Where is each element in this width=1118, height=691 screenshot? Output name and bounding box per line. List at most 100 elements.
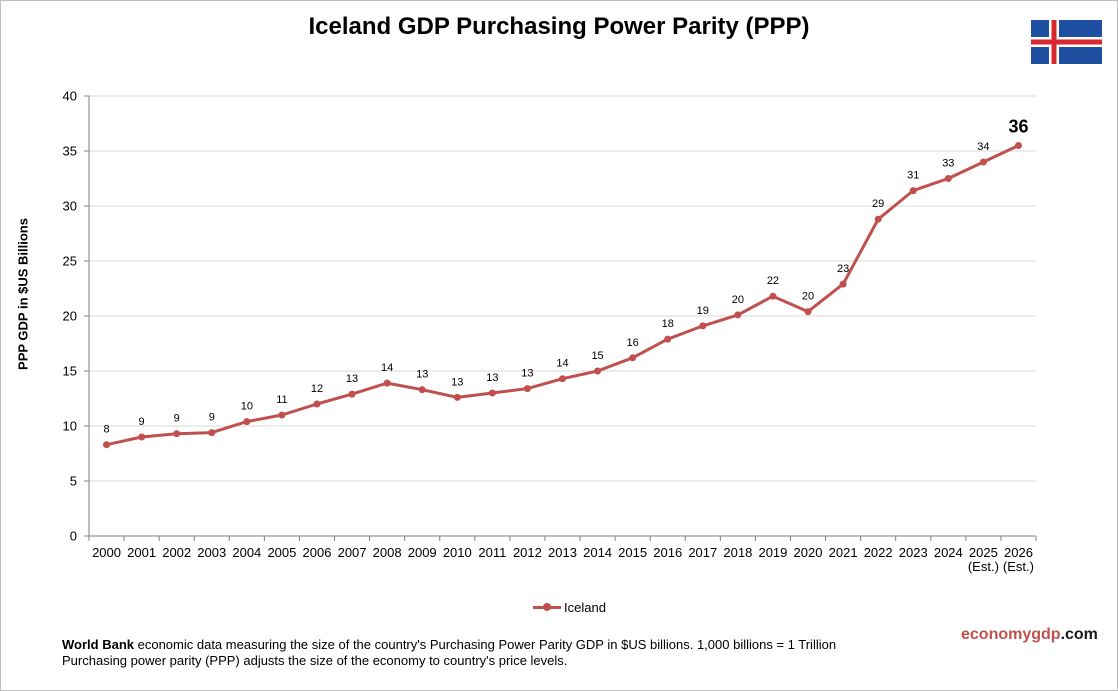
data-point	[138, 433, 146, 441]
data-point	[103, 441, 111, 449]
data-point	[979, 158, 987, 166]
data-label: 14	[556, 358, 568, 370]
x-tick-label: 2011	[478, 545, 506, 560]
data-point	[278, 411, 286, 419]
y-tick-label: 15	[63, 364, 77, 379]
data-label: 15	[591, 350, 603, 362]
data-label: 16	[627, 337, 639, 349]
x-tick-label: 2022	[864, 545, 893, 560]
data-point	[383, 379, 391, 387]
data-point	[523, 385, 531, 393]
x-tick-label: 2018	[723, 545, 752, 560]
footer-line-2: Purchasing power parity (PPP) adjusts th…	[62, 653, 568, 668]
data-label: 13	[486, 372, 498, 384]
y-tick-label: 10	[63, 419, 77, 434]
chart-title: Iceland GDP Purchasing Power Parity (PPP…	[308, 13, 810, 40]
data-label: 20	[732, 294, 744, 306]
x-tick-label: 2025	[969, 545, 998, 560]
x-tick-label: 2023	[899, 545, 928, 560]
x-tick-label: 2013	[548, 545, 577, 560]
x-tick-label: 2008	[373, 545, 402, 560]
x-tick-label: 2009	[408, 545, 437, 560]
data-point	[243, 418, 251, 426]
x-tick-label: 2026	[1004, 545, 1033, 560]
data-point	[664, 335, 672, 343]
data-point	[488, 389, 496, 397]
data-point	[839, 280, 847, 288]
data-label: 34	[977, 141, 989, 153]
data-point	[629, 354, 637, 362]
footer-source: World Bank	[62, 637, 134, 652]
data-point	[348, 390, 356, 398]
legend-label: Iceland	[564, 599, 606, 615]
data-label: 23	[837, 263, 849, 275]
x-tick-label: 2002	[162, 545, 191, 560]
data-label: 9	[174, 413, 180, 425]
footer-line-1: economic data measuring the size of the …	[134, 637, 837, 652]
data-label: 10	[241, 401, 253, 413]
data-point	[944, 175, 952, 182]
data-point	[418, 386, 426, 394]
legend-marker-icon	[533, 600, 561, 614]
x-tick-label: 2021	[829, 545, 858, 560]
x-tick-label: 2010	[443, 545, 472, 560]
data-label: 20	[802, 291, 814, 303]
iceland-flag-icon	[1031, 20, 1102, 64]
y-tick-label: 25	[63, 254, 77, 269]
x-tick-label: (Est.)	[1003, 559, 1034, 574]
data-point	[594, 367, 602, 375]
brand-part-1: economygdp	[961, 626, 1061, 643]
x-tick-label: 2001	[127, 545, 156, 560]
x-tick-label: 2020	[794, 545, 823, 560]
data-label: 12	[311, 383, 323, 395]
data-point	[453, 393, 461, 401]
data-label: 13	[346, 373, 358, 385]
data-label: 11	[276, 394, 287, 406]
data-point	[804, 308, 812, 316]
x-tick-label: 2005	[267, 545, 296, 560]
x-tick-label: 2024	[934, 545, 963, 560]
data-label: 33	[942, 158, 954, 170]
footer-note: World Bank economic data measuring the s…	[62, 637, 836, 669]
x-tick-label: 2019	[758, 545, 787, 560]
data-label: 8	[103, 424, 109, 436]
data-label: 13	[416, 369, 428, 381]
x-tick-label: 2017	[688, 545, 717, 560]
x-tick-label: 2004	[232, 545, 261, 560]
data-label: 36	[1008, 117, 1028, 137]
brand-part-2: .com	[1060, 626, 1098, 643]
data-point	[313, 400, 321, 408]
data-label: 29	[872, 198, 884, 210]
x-tick-label: 2000	[92, 545, 121, 560]
data-point	[734, 311, 742, 319]
y-tick-label: 20	[63, 309, 77, 324]
y-tick-label: 35	[63, 144, 77, 159]
data-point	[874, 215, 882, 223]
data-point	[208, 429, 216, 437]
y-tick-label: 40	[63, 89, 77, 104]
y-tick-label: 0	[70, 529, 77, 544]
brand-logo[interactable]: economygdp.com	[961, 626, 1098, 644]
data-point	[173, 430, 181, 438]
data-label: 19	[697, 305, 709, 317]
data-label: 18	[662, 318, 674, 330]
x-tick-label: 2003	[197, 545, 226, 560]
x-tick-label: 2015	[618, 545, 647, 560]
x-tick-label: 2012	[513, 545, 542, 560]
x-tick-label: 2016	[653, 545, 682, 560]
data-label: 13	[521, 368, 533, 380]
y-tick-label: 30	[63, 199, 77, 214]
data-point	[699, 322, 707, 330]
data-point	[1014, 142, 1022, 149]
data-label: 9	[209, 412, 215, 424]
x-tick-label: 2006	[303, 545, 332, 560]
data-label: 22	[767, 275, 779, 287]
data-label: 13	[451, 376, 463, 388]
data-label: 14	[381, 362, 393, 374]
data-point	[909, 187, 917, 195]
data-point	[769, 292, 777, 300]
data-label: 9	[139, 416, 145, 428]
chart-legend: Iceland	[533, 599, 606, 615]
